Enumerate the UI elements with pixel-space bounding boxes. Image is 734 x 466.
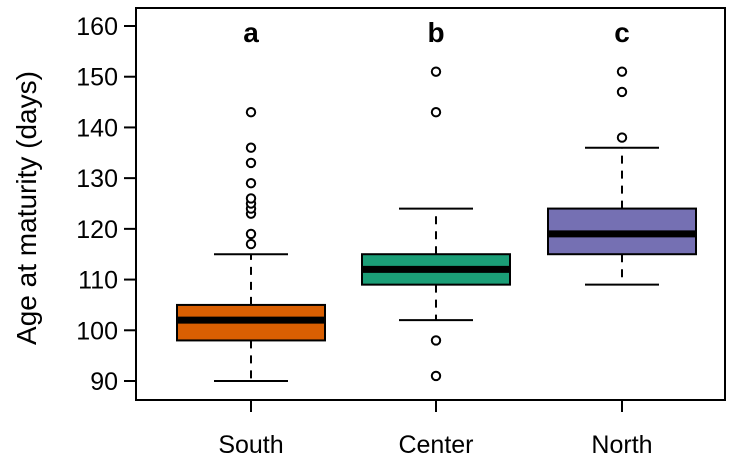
outlier-point <box>245 193 257 204</box>
plot-area: a b c <box>135 7 726 401</box>
significance-letter: c <box>614 17 630 48</box>
outlier-point <box>616 66 628 77</box>
x-tick-label: North <box>591 431 652 459</box>
significance-letter: b <box>427 17 444 48</box>
x-tick-label: South <box>218 431 283 459</box>
y-axis-title: Age at maturity (days) <box>11 71 42 345</box>
outlier-point <box>430 107 442 118</box>
box-group-north <box>547 66 697 286</box>
x-axis-labels: South Center North <box>218 400 653 459</box>
outlier-point <box>616 132 628 143</box>
outlier-point <box>245 142 257 153</box>
y-tick-label: 120 <box>76 216 118 244</box>
y-tick-label: 140 <box>76 114 118 142</box>
outlier-point <box>245 178 257 189</box>
x-tick-label: Center <box>398 431 473 459</box>
significance-letter: a <box>243 17 259 48</box>
box-group-south <box>176 107 326 382</box>
outlier-point <box>245 238 257 250</box>
outlier-point <box>430 66 442 77</box>
y-tick-label: 130 <box>76 165 118 193</box>
outlier-point <box>245 228 257 240</box>
outlier-point <box>245 157 257 169</box>
y-tick-label: 90 <box>90 368 118 396</box>
outlier-point <box>430 370 442 382</box>
y-axis: 90 100 110 120 130 140 150 160 <box>76 13 136 396</box>
y-tick-label: 150 <box>76 64 118 92</box>
outlier-point <box>430 335 442 346</box>
y-tick-label: 110 <box>78 267 118 295</box>
y-tick-label: 160 <box>76 13 118 41</box>
box-group-center <box>361 66 511 382</box>
outlier-point <box>616 86 628 98</box>
y-tick-label: 100 <box>76 317 118 345</box>
outlier-point <box>245 107 257 118</box>
plot-frame <box>135 7 726 401</box>
